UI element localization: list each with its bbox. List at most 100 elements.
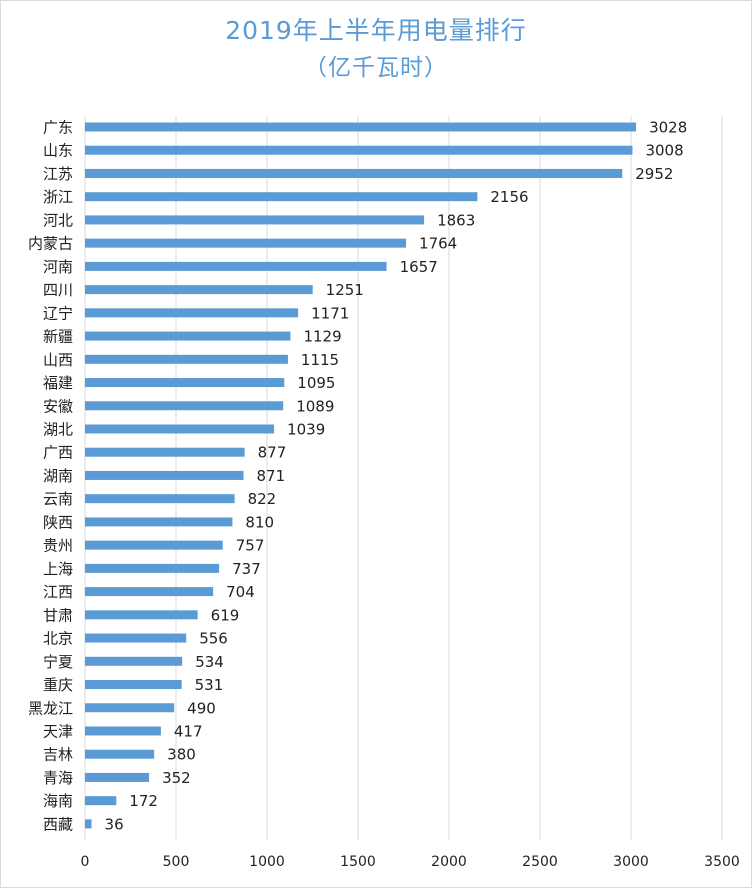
bar — [85, 401, 284, 411]
value-label: 1095 — [297, 374, 335, 392]
value-label: 1129 — [303, 328, 341, 346]
value-label: 1657 — [400, 258, 438, 276]
category-label: 甘肃 — [43, 606, 73, 624]
bar — [85, 517, 233, 527]
bar — [85, 424, 275, 434]
bar — [85, 238, 407, 248]
value-label: 417 — [174, 722, 203, 740]
value-label: 810 — [245, 513, 274, 531]
bar — [85, 563, 220, 573]
value-label: 871 — [257, 467, 286, 485]
bar — [85, 331, 291, 341]
value-label: 36 — [105, 815, 124, 833]
category-label: 贵州 — [43, 537, 73, 555]
bar — [85, 680, 182, 690]
value-label: 172 — [129, 792, 158, 810]
category-label: 海南 — [43, 792, 73, 810]
category-label: 青海 — [43, 769, 73, 787]
gridlines — [84, 116, 723, 840]
category-labels: 广东山东江苏浙江河北内蒙古河南四川辽宁新疆山西福建安徽湖北广西湖南云南陕西贵州上… — [28, 119, 73, 834]
category-label: 陕西 — [43, 513, 73, 531]
x-tick-label: 0 — [81, 854, 90, 870]
x-tick-label: 1500 — [340, 854, 376, 870]
category-label: 广西 — [43, 444, 73, 462]
bar — [85, 587, 214, 597]
value-label: 619 — [211, 606, 240, 624]
value-label: 3008 — [645, 142, 683, 160]
category-label: 福建 — [43, 374, 73, 392]
category-label: 天津 — [43, 722, 73, 740]
category-label: 黑龙江 — [28, 699, 73, 717]
chart-subtitle: （亿千瓦时） — [304, 55, 448, 81]
bar — [85, 145, 633, 155]
x-tick-label: 2500 — [522, 854, 558, 870]
value-labels: 3028 3008 2952 2156 1863 1764 1657 1251 1171 1129… — [105, 119, 688, 834]
value-label: 1171 — [311, 304, 349, 322]
category-label: 江苏 — [43, 165, 73, 183]
category-label: 新疆 — [43, 328, 73, 346]
bar — [85, 726, 161, 736]
value-label: 490 — [187, 699, 216, 717]
value-label: 822 — [248, 490, 277, 508]
value-label: 3028 — [649, 119, 687, 137]
bar — [85, 819, 92, 829]
bar — [85, 494, 235, 504]
bar — [85, 378, 285, 388]
category-label: 安徽 — [43, 397, 73, 415]
x-tick-label: 3000 — [613, 854, 649, 870]
bar — [85, 772, 150, 782]
value-label: 1115 — [301, 351, 339, 369]
x-tick-label: 500 — [163, 854, 190, 870]
value-label: 534 — [195, 653, 224, 671]
value-label: 352 — [162, 769, 191, 787]
category-label: 山东 — [43, 142, 73, 160]
value-label: 737 — [232, 560, 261, 578]
category-label: 广东 — [43, 119, 73, 137]
bar — [85, 285, 313, 295]
value-label: 1089 — [296, 397, 334, 415]
value-label: 531 — [195, 676, 224, 694]
value-label: 380 — [167, 746, 196, 764]
chart-title: 2019年上半年用电量排行 — [225, 16, 527, 45]
bar — [85, 633, 187, 643]
category-label: 山西 — [43, 351, 73, 369]
x-tick-label: 3500 — [704, 854, 740, 870]
category-label: 吉林 — [43, 746, 73, 764]
value-label: 757 — [236, 537, 265, 555]
category-label: 河南 — [43, 258, 73, 276]
category-label: 河北 — [43, 211, 73, 229]
bar — [85, 796, 117, 806]
category-label: 重庆 — [43, 676, 73, 694]
category-label: 宁夏 — [43, 653, 73, 671]
bar — [85, 447, 245, 457]
bar — [85, 354, 288, 364]
bar — [85, 308, 299, 318]
value-label: 1764 — [419, 235, 457, 253]
category-label: 云南 — [43, 490, 73, 508]
value-label: 556 — [199, 630, 228, 648]
category-label: 辽宁 — [43, 304, 73, 322]
bars — [85, 122, 637, 829]
value-label: 2156 — [490, 188, 528, 206]
value-label: 704 — [226, 583, 255, 601]
x-tick-label: 2000 — [431, 854, 467, 870]
bar — [85, 261, 387, 271]
category-label: 上海 — [43, 560, 73, 578]
bar — [85, 192, 478, 202]
bar — [85, 749, 155, 759]
category-label: 江西 — [43, 583, 73, 601]
bar — [85, 610, 198, 620]
category-label: 内蒙古 — [28, 235, 73, 253]
category-label: 湖北 — [43, 420, 73, 438]
category-label: 湖南 — [43, 467, 73, 485]
value-label: 877 — [258, 444, 287, 462]
value-label: 1039 — [287, 420, 325, 438]
bar — [85, 215, 425, 225]
bar — [85, 470, 244, 480]
category-label: 四川 — [43, 281, 73, 299]
category-label: 浙江 — [43, 188, 73, 206]
bar — [85, 168, 623, 178]
bar — [85, 656, 183, 666]
value-label: 1251 — [326, 281, 364, 299]
